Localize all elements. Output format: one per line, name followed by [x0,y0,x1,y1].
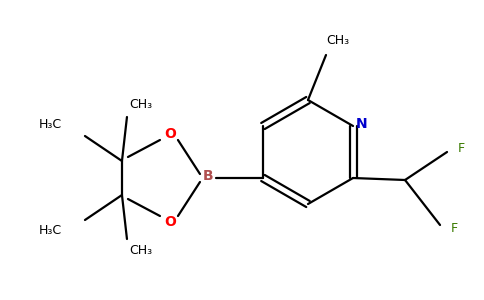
Text: H₃C: H₃C [39,224,62,238]
Text: N: N [356,117,368,131]
Text: CH₃: CH₃ [129,244,152,257]
Text: B: B [203,169,213,183]
Text: H₃C: H₃C [39,118,62,131]
Text: O: O [164,127,176,141]
Text: F: F [457,142,465,154]
Text: O: O [164,215,176,229]
Text: CH₃: CH₃ [326,34,349,47]
Text: CH₃: CH₃ [129,98,152,112]
Text: F: F [451,223,457,236]
